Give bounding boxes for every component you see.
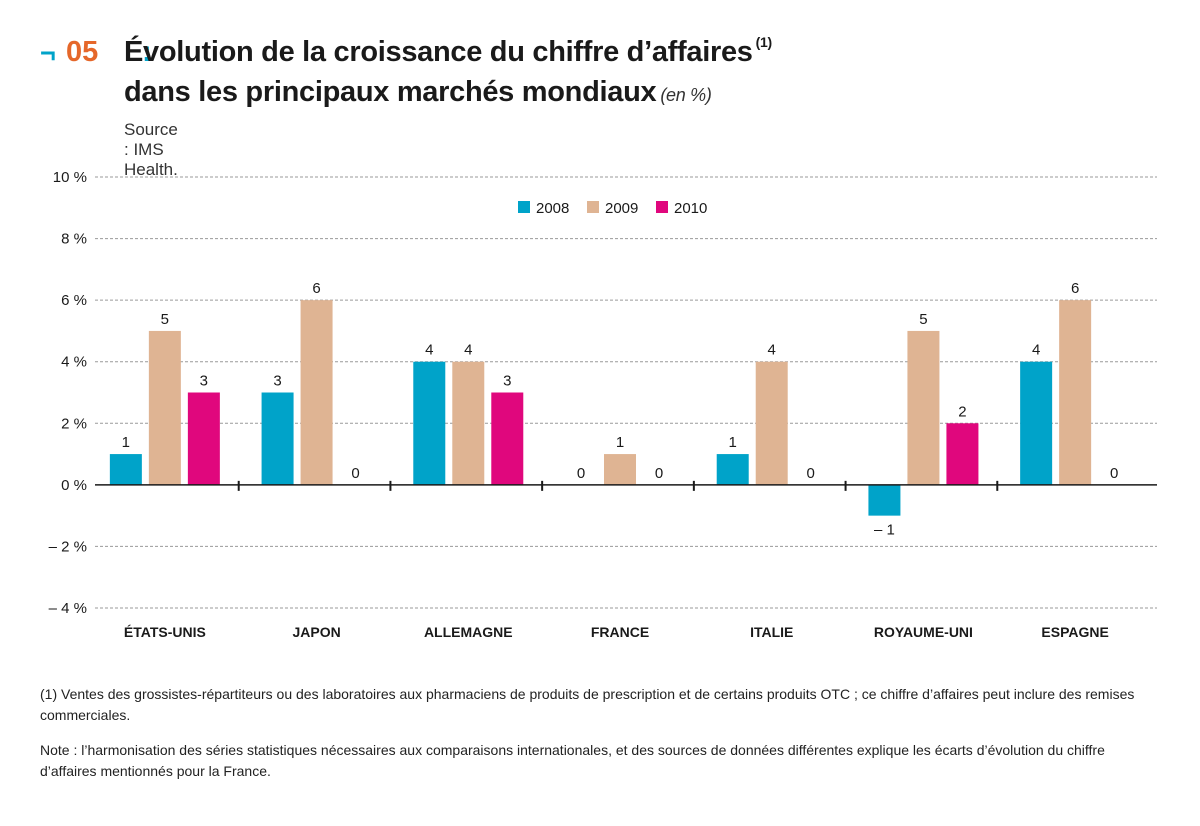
value-label: 0	[807, 465, 815, 482]
legend-swatch-2009	[587, 201, 599, 213]
bar-2009	[755, 361, 788, 485]
value-label: 5	[919, 311, 927, 328]
footnote-note: Note : l’harmonisation des séries statis…	[40, 742, 1105, 779]
bar-2009	[148, 330, 181, 485]
bar-2008	[868, 484, 901, 516]
bar-chart: – 4 % – 2 % 2 % 4 % 6 % 8 % 10 % 0 % 1 5 3 ÉTATS-UN…	[49, 169, 1157, 640]
value-label: 2	[958, 403, 966, 420]
bar-2010	[491, 392, 524, 485]
bar-2009	[604, 454, 636, 485]
y-tick-label: – 4 %	[49, 600, 87, 617]
chart-notes: (1) Ventes des grossistes-répartiteurs o…	[40, 684, 1160, 796]
bar-2008	[109, 454, 142, 485]
footnote-1: (1) Ventes des grossistes-répartiteurs o…	[40, 686, 1135, 723]
value-label: 0	[351, 465, 359, 482]
x-tick-label: ITALIE	[750, 624, 793, 640]
value-label: 4	[768, 342, 776, 359]
bar-2010	[946, 423, 979, 485]
title-footnote-ref: (1)	[755, 34, 773, 50]
value-label: 3	[273, 373, 281, 390]
chart-title-line2: dans les principaux marchés mondiaux (en …	[124, 76, 712, 109]
x-tick-label: JAPON	[292, 624, 340, 640]
legend-label: 2008	[536, 200, 569, 217]
y-tick-label: 2 %	[61, 415, 87, 432]
value-label: 1	[122, 434, 130, 451]
y-tick-label: 0 %	[61, 477, 87, 494]
y-tick-label: 4 %	[61, 354, 87, 371]
arrow-marker-icon: ¬	[40, 38, 56, 68]
bar-2009	[452, 361, 485, 485]
y-tick-label: 10 %	[53, 169, 87, 186]
value-label: 1	[616, 434, 624, 451]
value-label: 5	[161, 311, 169, 328]
value-label: 1	[729, 434, 737, 451]
x-tick-label: ESPAGNE	[1041, 624, 1108, 640]
x-tick-label: ALLEMAGNE	[424, 624, 513, 640]
figure-colon: :	[142, 36, 152, 68]
value-label: 0	[577, 465, 585, 482]
x-tick-label: FRANCE	[591, 624, 649, 640]
bar-2010	[187, 392, 220, 485]
value-label: 4	[425, 342, 433, 359]
x-tick-label: ROYAUME-UNI	[874, 624, 973, 640]
figure-number: 05	[66, 36, 99, 68]
chart-source: Source : IMS Health.	[124, 120, 178, 179]
value-label: – 1	[874, 522, 895, 539]
legend-swatch-2010	[656, 201, 668, 213]
bar-2009	[1059, 300, 1092, 485]
value-label: 6	[312, 280, 320, 297]
title-unit: (en %)	[660, 85, 712, 105]
title-text-1: Évolution de la croissance du chiffre d’…	[124, 36, 753, 68]
bar-2008	[261, 392, 294, 485]
legend-label: 2009	[605, 200, 638, 217]
value-label: 3	[200, 373, 208, 390]
value-label: 3	[503, 373, 511, 390]
y-tick-label: 8 %	[61, 231, 87, 248]
bar-2009	[300, 300, 333, 485]
value-label: 4	[464, 342, 472, 359]
chart-title-line1: Évolution de la croissance du chiffre d’…	[124, 34, 772, 69]
value-label: 0	[655, 465, 663, 482]
value-label: 0	[1110, 465, 1118, 482]
y-tick-label: – 2 %	[49, 538, 87, 555]
legend-label: 2010	[674, 200, 707, 217]
bar-2008	[413, 361, 446, 485]
x-tick-label: ÉTATS-UNIS	[124, 624, 206, 640]
bar-2009	[907, 330, 940, 485]
y-tick-label: 6 %	[61, 292, 87, 309]
legend-swatch-2008	[518, 201, 530, 213]
bar-2008	[716, 454, 749, 485]
value-label: 6	[1071, 280, 1079, 297]
title-text-2: dans les principaux marchés mondiaux	[124, 76, 657, 108]
bar-2008	[1020, 361, 1053, 485]
value-label: 4	[1032, 342, 1040, 359]
